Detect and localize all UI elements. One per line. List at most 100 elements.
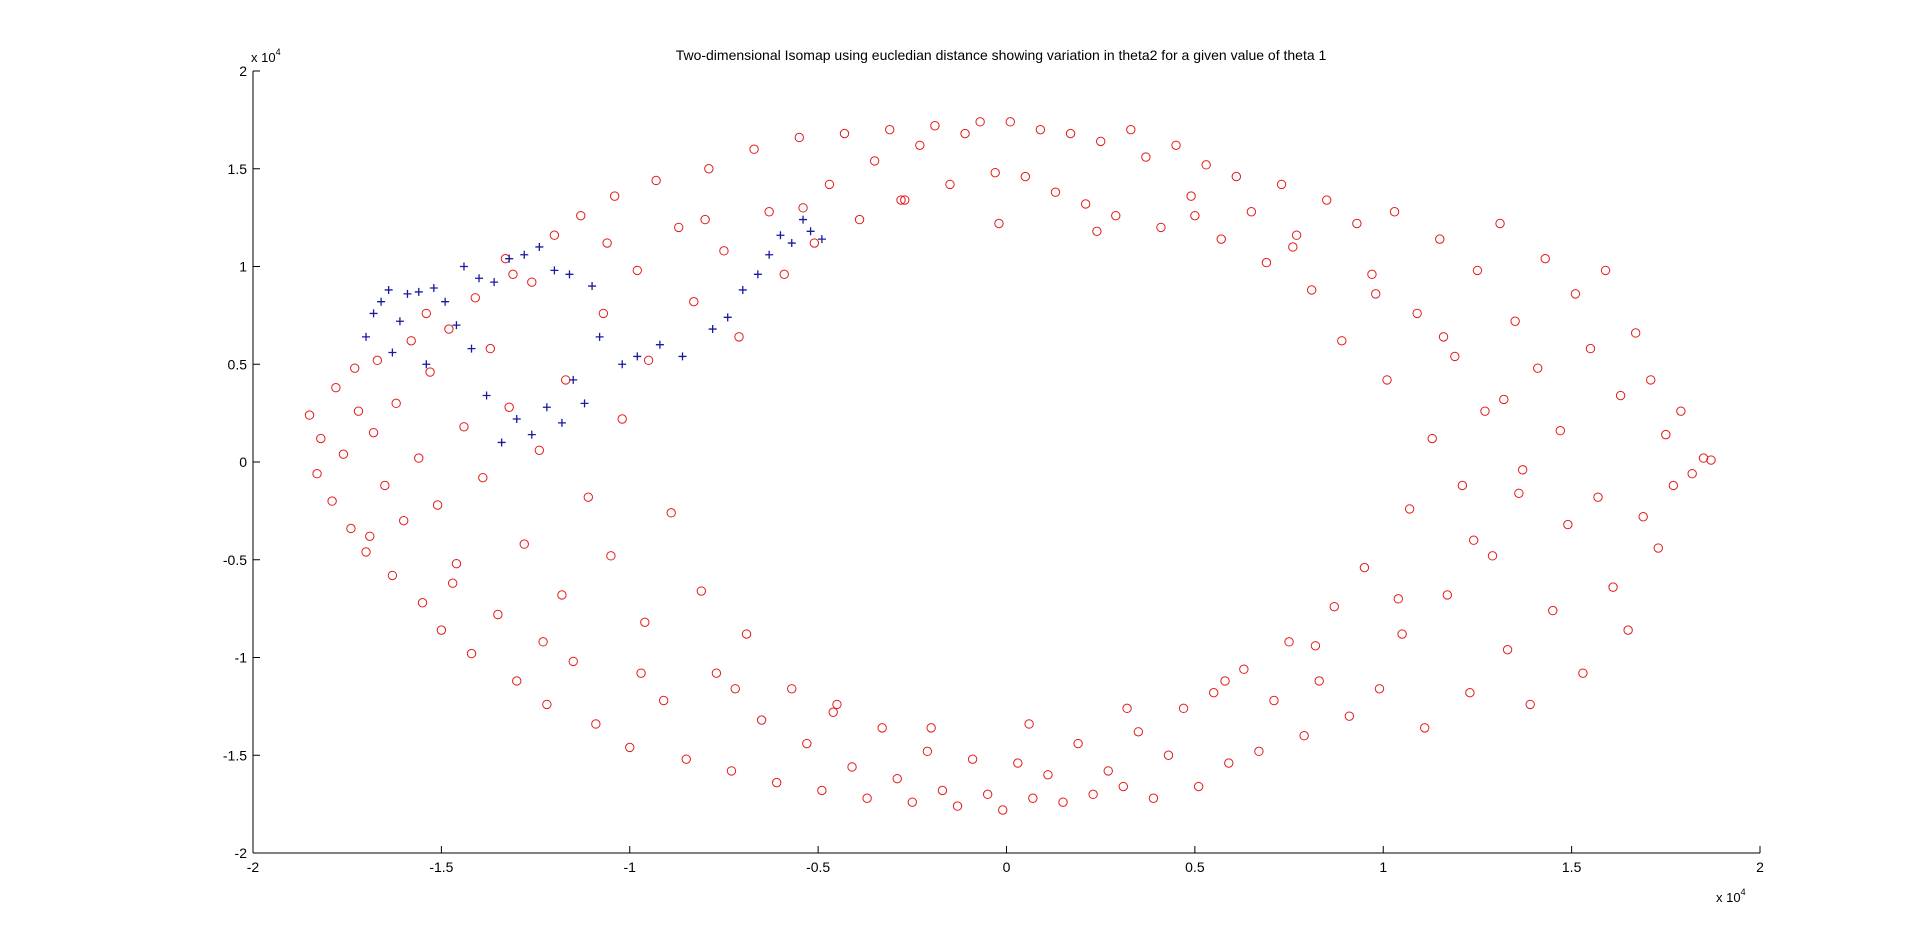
scatter-point-circle: [617, 414, 627, 424]
scatter-point-circle: [1020, 171, 1031, 182]
scatter-point-circle: [504, 402, 514, 412]
scatter-point-circle: [1487, 551, 1498, 561]
plot-area: [304, 117, 1716, 815]
scatter-point-circle: [1118, 781, 1128, 792]
scatter-point-circle: [372, 355, 383, 366]
scatter-point-circle: [726, 766, 737, 776]
scatter-point-circle: [602, 238, 612, 248]
scatter-point-plus: [441, 297, 450, 306]
scatter-point-circle: [1156, 222, 1166, 233]
scatter-point-circle: [1371, 289, 1381, 299]
scatter-point-circle: [741, 629, 752, 639]
y-exponent-base: x 10: [251, 50, 276, 65]
scatter-point-circle: [1502, 644, 1513, 655]
scatter-point-circle: [847, 762, 857, 772]
scatter-point-circle: [512, 676, 522, 686]
scatter-point-circle: [1438, 332, 1449, 342]
scatter-point-circle: [542, 699, 552, 710]
scatter-point-circle: [304, 410, 315, 420]
scatter-point-circle: [380, 480, 390, 491]
scatter-point-circle: [421, 308, 432, 319]
scatter-point-circle: [1600, 265, 1611, 276]
scatter-point-circle: [982, 789, 993, 800]
scatter-point-circle: [1480, 406, 1490, 416]
y-tick-label: 0: [239, 454, 247, 470]
scatter-point-circle: [1435, 234, 1445, 244]
scatter-point-circle: [885, 124, 895, 135]
scatter-point-circle: [1359, 562, 1370, 573]
scatter-point-plus: [542, 403, 551, 412]
scatter-point-circle: [1201, 160, 1211, 170]
scatter-point-circle: [1510, 316, 1520, 326]
scatter-point-circle: [640, 617, 650, 628]
scatter-point-circle: [508, 269, 518, 280]
scatter-point-plus: [565, 270, 574, 279]
scatter-point-circle: [1306, 285, 1317, 295]
scatter-point-circle: [1005, 117, 1015, 127]
scatter-point-circle: [466, 648, 477, 659]
scatter-point-circle: [817, 785, 827, 796]
scatter-point-plus: [362, 332, 371, 341]
scatter-point-circle: [854, 214, 865, 225]
scatter-point-circle: [1533, 363, 1543, 373]
scatter-point-circle: [930, 121, 940, 131]
scatter-point-plus: [497, 438, 506, 447]
scatter-point-plus: [512, 414, 521, 423]
scatter-point-circle: [1374, 684, 1385, 694]
scatter-point-circle: [734, 332, 744, 342]
scatter-point-circle: [704, 164, 714, 174]
scatter-point-circle: [877, 723, 887, 733]
scatter-point-plus: [776, 231, 785, 240]
scatter-point-circle: [1269, 695, 1279, 706]
scatter-point-circle: [1412, 308, 1422, 319]
scatter-point-circle: [960, 128, 970, 139]
scatter-point-circle: [1397, 629, 1407, 639]
scatter-point-circle: [1585, 343, 1596, 354]
scatter-point-circle: [1427, 433, 1437, 444]
x-tick-label: 1: [1379, 859, 1387, 875]
scatter-point-circle: [681, 754, 691, 764]
scatter-point-circle: [967, 754, 978, 764]
scatter-point-circle: [1224, 758, 1234, 768]
scatter-point-plus: [490, 278, 499, 287]
scatter-point-circle: [1148, 793, 1159, 803]
scatter-point-circle: [828, 707, 838, 717]
scatter-point-plus: [369, 309, 378, 318]
scatter-point-circle: [696, 586, 707, 596]
scatter-point-circle: [651, 175, 661, 186]
chart-title: Two-dimensional Isomap using eucledian d…: [676, 47, 1327, 63]
scatter-point-circle: [975, 117, 985, 127]
scatter-point-circle: [549, 230, 560, 240]
scatter-point-circle: [312, 469, 322, 479]
scatter-point-circle: [1457, 480, 1468, 491]
scatter-point-plus: [580, 399, 589, 408]
x-exponent-power: 4: [1741, 887, 1746, 897]
scatter-point-circle: [493, 609, 503, 620]
scatter-point-circle: [832, 699, 842, 710]
scatter-point-plus: [753, 270, 762, 279]
scatter-point-circle: [1163, 750, 1174, 760]
scatter-point-circle: [907, 797, 918, 807]
scatter-point-circle: [1126, 124, 1136, 135]
y-tick-label: -0.5: [223, 552, 247, 568]
scatter-point-circle: [666, 508, 676, 518]
scatter-point-circle: [1393, 594, 1404, 604]
scatter-point-circle: [1495, 218, 1505, 229]
scatter-point-plus: [475, 274, 484, 283]
scatter-point-plus: [723, 313, 732, 322]
scatter-point-circle: [1661, 429, 1671, 440]
scatter-point-circle: [798, 203, 808, 213]
scatter-point-circle: [1314, 676, 1324, 686]
x-tick-label: 0: [1003, 859, 1011, 875]
scatter-point-circle: [425, 367, 435, 377]
scatter-point-circle: [1450, 351, 1460, 362]
scatter-point-circle: [557, 590, 567, 600]
scatter-point-circle: [1698, 453, 1709, 463]
scatter-point-circle: [1337, 336, 1347, 346]
scatter-point-circle: [387, 570, 398, 581]
scatter-point-circle: [1095, 136, 1106, 147]
scatter-point-circle: [1065, 128, 1076, 139]
scatter-point-circle: [937, 785, 948, 796]
